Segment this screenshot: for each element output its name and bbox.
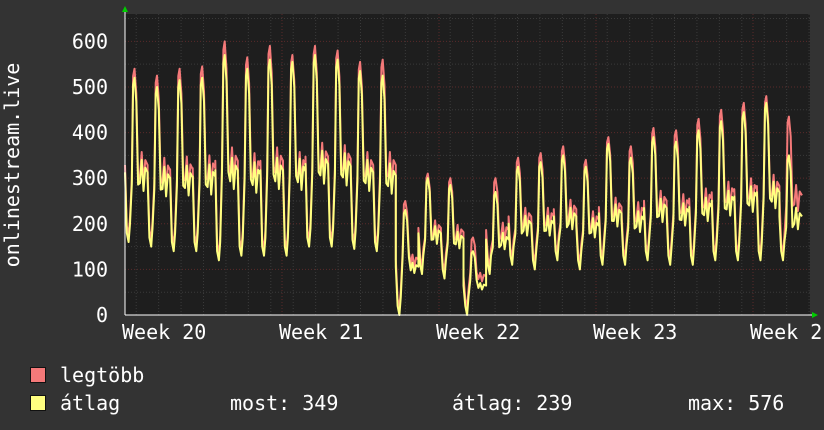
stat-now: most: 349 [230,391,339,415]
series-lines [124,40,803,316]
x-tick-label: Week 22 [436,320,520,340]
x-tick-label: Week 20 [122,320,206,340]
axes [122,6,818,318]
x-tick-label: Week 23 [593,320,677,340]
legend-swatch-avg [30,395,46,411]
y-axis-label: onlinestream.live [0,63,24,268]
legend-label-avg: átlag [60,391,121,415]
x-tick-label: Week 2 [750,320,822,340]
chart: 0 100 200 300 400 500 600 Week 20 Week 21 Week 22… [0,6,822,340]
x-tick-label: Week 21 [279,320,363,340]
y-tick-label: 200 [72,212,108,236]
y-axis-arrow [122,6,128,12]
series-line-avg [124,54,803,316]
legend-swatch-max [30,367,46,383]
y-tick-label: 400 [72,121,108,145]
legend-label-max: legtöbb [60,363,145,387]
x-axis-arrow [812,312,818,318]
y-tick-label: 500 [72,75,108,99]
tick-labels: 0 100 200 300 400 500 600 Week 20 Week 21 Week 22… [72,29,822,340]
y-tick-label: 300 [72,166,108,190]
y-tick-label: 100 [72,257,108,281]
y-tick-label: 600 [72,29,108,53]
y-tick-label: 0 [96,303,108,327]
stat-average: átlag: 239 [452,391,573,415]
stat-max: max: 576 [688,391,785,415]
